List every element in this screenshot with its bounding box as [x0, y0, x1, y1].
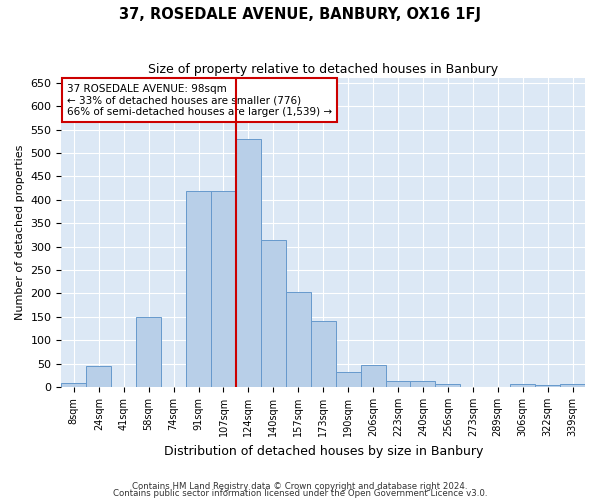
Bar [236, 139, 261, 387]
Bar [436, 384, 460, 387]
Bar [535, 384, 560, 387]
Bar [61, 384, 86, 387]
Title: Size of property relative to detached houses in Banbury: Size of property relative to detached ho… [148, 62, 498, 76]
Bar [311, 320, 335, 387]
Bar [186, 192, 211, 387]
Bar [261, 240, 286, 387]
Text: Contains HM Land Registry data © Crown copyright and database right 2024.: Contains HM Land Registry data © Crown c… [132, 482, 468, 491]
Bar [410, 381, 436, 387]
Bar [335, 372, 361, 387]
Bar [286, 292, 311, 387]
Bar [560, 384, 585, 387]
Text: 37 ROSEDALE AVENUE: 98sqm
← 33% of detached houses are smaller (776)
66% of semi: 37 ROSEDALE AVENUE: 98sqm ← 33% of detac… [67, 84, 332, 117]
X-axis label: Distribution of detached houses by size in Banbury: Distribution of detached houses by size … [164, 444, 483, 458]
Y-axis label: Number of detached properties: Number of detached properties [15, 145, 25, 320]
Bar [510, 384, 535, 387]
Text: 37, ROSEDALE AVENUE, BANBURY, OX16 1FJ: 37, ROSEDALE AVENUE, BANBURY, OX16 1FJ [119, 8, 481, 22]
Text: Contains public sector information licensed under the Open Government Licence v3: Contains public sector information licen… [113, 490, 487, 498]
Bar [386, 380, 410, 387]
Bar [136, 317, 161, 387]
Bar [211, 192, 236, 387]
Bar [86, 366, 111, 387]
Bar [361, 365, 386, 387]
